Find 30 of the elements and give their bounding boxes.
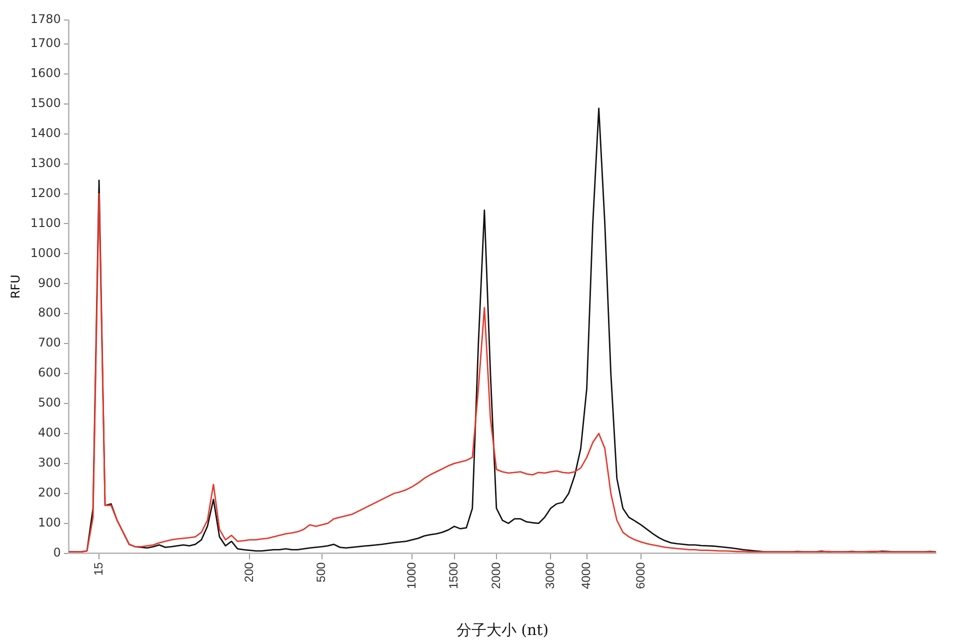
y-axis-title: RFU [8, 274, 22, 299]
y-tick-label: 1300 [30, 156, 61, 170]
y-tick-label: 1500 [30, 96, 61, 110]
x-tick-label: 6000 [633, 562, 648, 590]
x-tick-label: 200 [242, 562, 256, 582]
y-tick-label: 1400 [30, 126, 61, 140]
y-tick-label: 600 [38, 366, 61, 380]
y-tick-label: 1600 [30, 66, 61, 80]
y-tick-label: 1000 [30, 246, 61, 260]
x-tick-label: 1000 [404, 562, 418, 590]
y-tick-label: 1200 [30, 186, 61, 200]
y-tick-label: 200 [38, 486, 61, 500]
x-axis-title: 分子大小 (nt) [456, 620, 549, 639]
y-tick-label: 300 [38, 456, 61, 470]
y-tick-label: 900 [38, 276, 61, 290]
y-tick-label: 1700 [30, 36, 61, 50]
y-tick-label: 1100 [30, 216, 61, 230]
x-tick-label: 2000 [488, 562, 503, 590]
y-tick-label: 700 [38, 336, 61, 350]
x-tick-label: 3000 [542, 562, 557, 590]
x-tick-label: 1500 [446, 562, 461, 590]
y-tick-label: 800 [38, 306, 61, 320]
y-tick-label: 1780 [30, 12, 61, 26]
x-tick-label: 15 [91, 562, 106, 576]
x-tick-label: 4000 [579, 562, 594, 590]
x-tick-label: 500 [314, 562, 328, 582]
y-tick-label: 500 [38, 396, 61, 410]
y-tick-label: 400 [38, 426, 61, 440]
y-tick-label: 100 [38, 515, 61, 530]
y-tick-label: 0 [53, 545, 61, 560]
